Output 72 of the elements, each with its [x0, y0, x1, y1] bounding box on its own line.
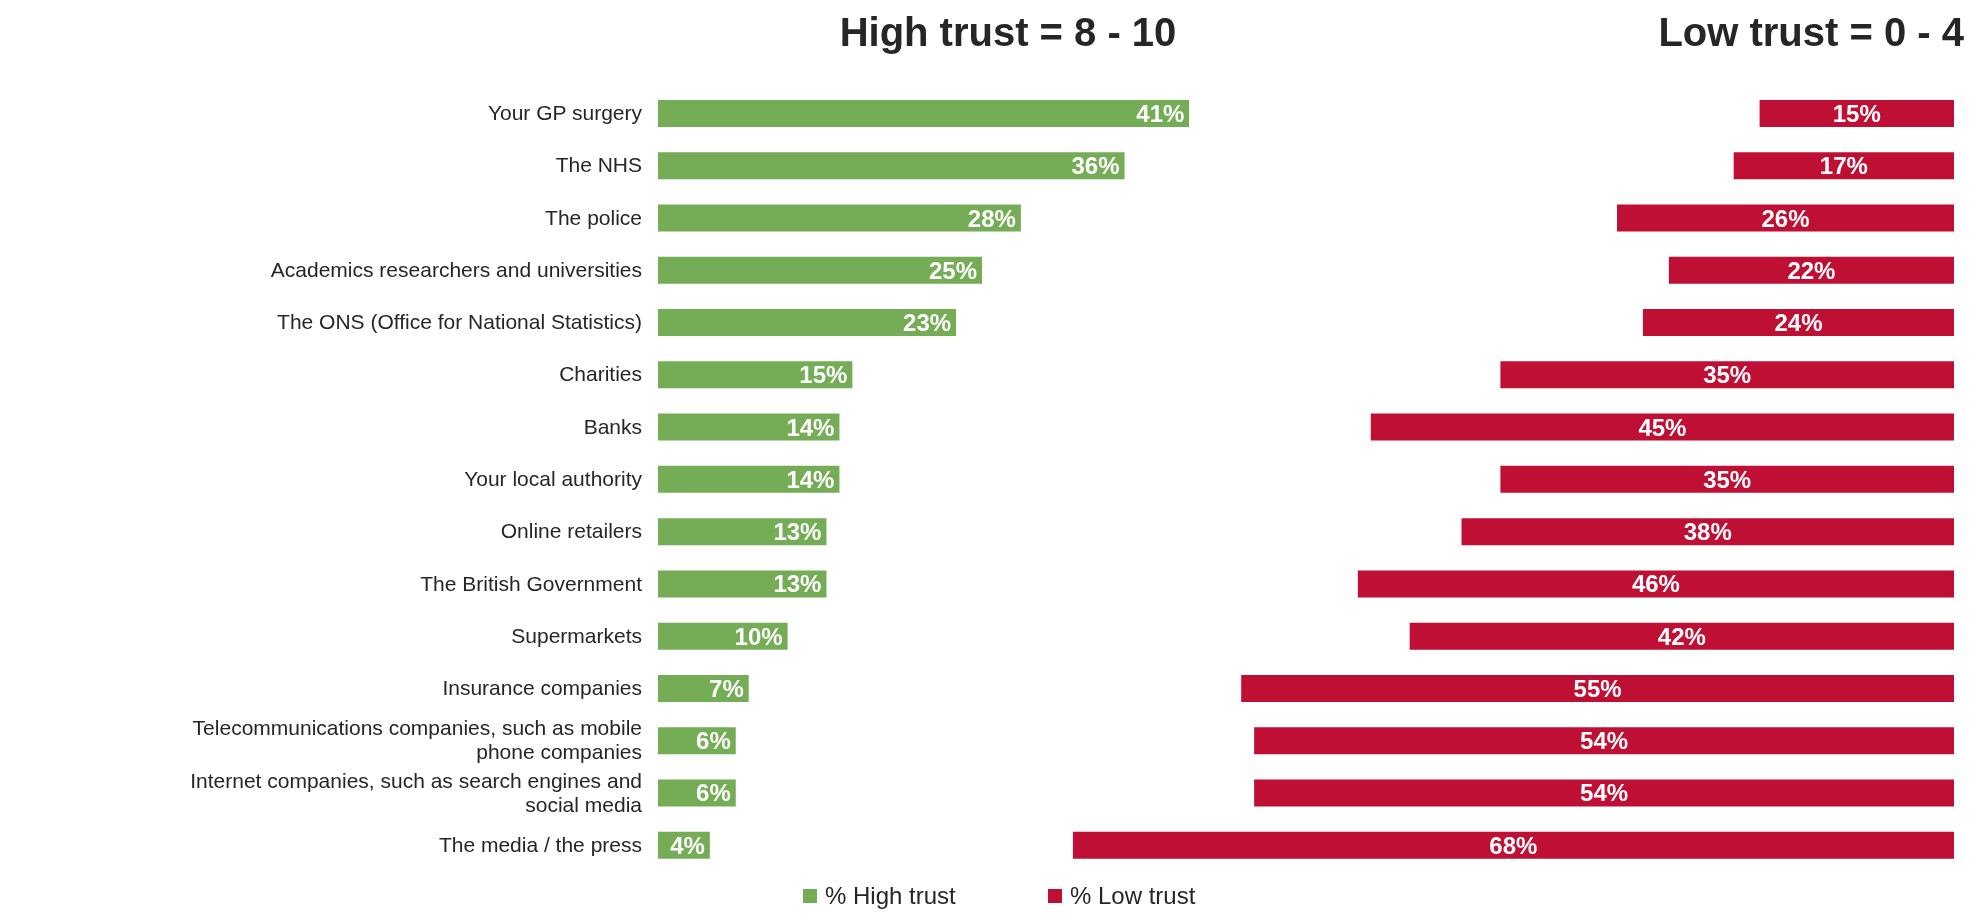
bar [1733, 152, 1954, 180]
data-label: 4% [670, 831, 705, 859]
data-label: 23% [903, 309, 952, 337]
y-tick-label: The British Government [420, 571, 643, 595]
bar [658, 256, 982, 284]
bar [658, 465, 840, 493]
data-label: 26% [1761, 204, 1810, 232]
y-tick-label: Your local authority [464, 467, 643, 490]
bar [1241, 674, 1954, 702]
bar [1370, 413, 1954, 441]
bar [1254, 727, 1954, 755]
data-label: 46% [1631, 570, 1680, 598]
y-tick-label: Charities [559, 362, 642, 386]
data-label: 54% [1580, 727, 1629, 755]
y-tick-label: Telecommunications companies, such as mobile phone companies [192, 716, 642, 764]
bar [1461, 518, 1954, 546]
data-label: 13% [773, 570, 822, 598]
legend-label: % High trust [825, 882, 956, 910]
bar [1357, 570, 1954, 598]
y-tick-label: The police [545, 205, 642, 229]
data-label: 28% [967, 204, 1016, 232]
data-label: 14% [786, 413, 835, 441]
bar [1500, 465, 1954, 493]
bar [658, 309, 957, 337]
data-label: 15% [1832, 100, 1881, 128]
data-label: 35% [1703, 465, 1752, 493]
chart-title: High trust = 8 - 10 [838, 10, 1178, 55]
legend-label: % Low trust [1070, 882, 1196, 910]
y-tick-label: The NHS [555, 153, 642, 177]
bar [658, 100, 1190, 127]
bar [1072, 831, 1954, 859]
bar [1254, 779, 1954, 807]
data-label: 54% [1580, 779, 1629, 807]
data-label: 6% [696, 779, 731, 807]
data-label: 13% [773, 518, 822, 546]
bar [658, 361, 853, 389]
y-tick-label: Academics researchers and universities [270, 257, 642, 281]
data-label: 36% [1071, 152, 1120, 180]
y-tick-label: The media / the press [438, 832, 642, 856]
bar [658, 413, 840, 441]
bar [658, 152, 1125, 180]
bar [1668, 256, 1954, 284]
y-tick-label: Online retailers [500, 519, 642, 543]
data-label: 42% [1657, 622, 1706, 650]
bar [1617, 204, 1954, 232]
y-tick-label: Banks [583, 414, 642, 438]
bar [658, 204, 1021, 232]
data-label: 41% [1136, 100, 1185, 128]
y-tick-label: Internet companies, such as search engines and social media [190, 768, 643, 816]
data-label: 6% [696, 727, 731, 755]
data-label: 10% [734, 622, 783, 650]
data-label: 45% [1638, 413, 1687, 441]
y-tick-label: Insurance companies [442, 676, 642, 700]
bar [1759, 100, 1954, 127]
data-label: 25% [928, 256, 977, 284]
data-label: 35% [1703, 361, 1752, 389]
data-label: 7% [709, 674, 744, 702]
data-label: 17% [1819, 152, 1868, 180]
data-label: 14% [786, 465, 835, 493]
y-tick-label: Supermarkets [511, 623, 642, 647]
bar [1500, 361, 1954, 389]
y-tick-label: The ONS (Office for National Statistics) [277, 310, 642, 334]
data-label: 38% [1683, 518, 1732, 546]
data-label: 55% [1573, 674, 1622, 702]
data-label: 24% [1774, 309, 1823, 337]
data-label: 22% [1787, 256, 1836, 284]
bar [1409, 622, 1954, 650]
data-label: 68% [1489, 831, 1538, 859]
data-label: 15% [799, 361, 848, 389]
y-tick-label: Your GP surgery [487, 101, 643, 125]
chart-title: Low trust = 0 - 4 [1658, 10, 1964, 55]
bar [1642, 309, 1954, 337]
